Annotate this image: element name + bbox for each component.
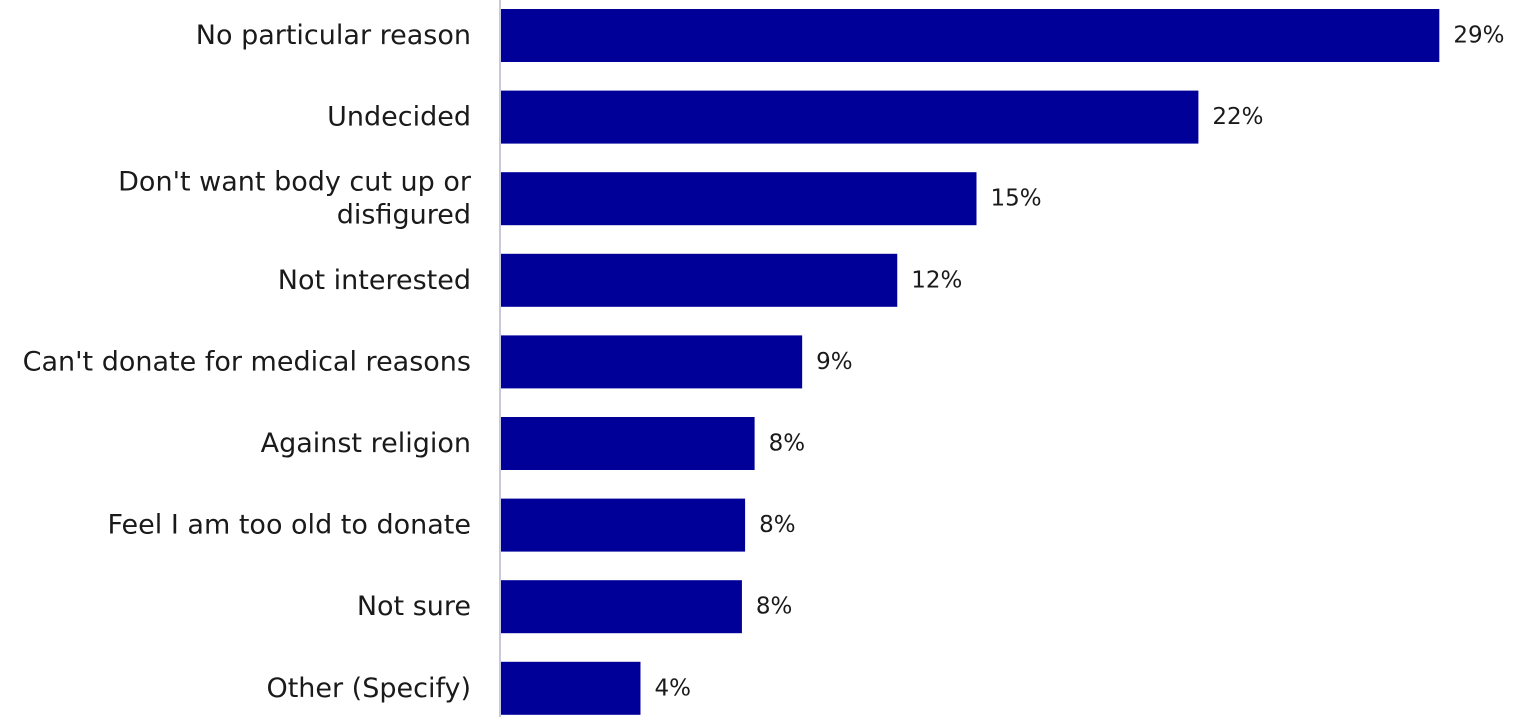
value-label-6: 8%: [759, 512, 796, 538]
category-labels-group: No particular reason Undecided Don't want …: [23, 20, 472, 704]
category-label-5: Against religion: [261, 428, 471, 459]
category-label-3: Not interested: [278, 265, 471, 296]
bars-group: [501, 9, 1440, 715]
category-label-2: Don't want body cut up or disfigured: [118, 167, 472, 231]
bar-8: [501, 661, 641, 715]
bar-5: [501, 417, 755, 470]
value-label-1: 22%: [1212, 104, 1263, 130]
category-label-8: Other (Specify): [266, 673, 471, 704]
value-label-4: 9%: [816, 349, 853, 375]
value-label-7: 8%: [756, 594, 793, 620]
value-labels-group: 29% 22% 15% 12% 9% 8% 8% 8% 4%: [654, 23, 1504, 702]
value-label-3: 12%: [911, 267, 962, 293]
bar-1: [501, 90, 1199, 144]
bar-0: [501, 9, 1440, 62]
value-label-8: 4%: [654, 675, 691, 701]
value-label-5: 8%: [769, 431, 806, 457]
bar-3: [501, 253, 898, 307]
bar-7: [501, 580, 742, 634]
category-label-4: Can't donate for medical reasons: [23, 346, 471, 377]
bar-4: [501, 335, 803, 389]
bar-2: [501, 172, 977, 226]
bar-6: [501, 498, 746, 552]
value-label-2: 15%: [991, 186, 1042, 212]
value-label-0: 29%: [1453, 23, 1504, 49]
category-label-1: Undecided: [327, 102, 471, 133]
category-label-0: No particular reason: [196, 20, 471, 51]
category-label-7: Not sure: [357, 591, 471, 622]
category-label-6: Feel I am too old to donate: [108, 510, 472, 541]
